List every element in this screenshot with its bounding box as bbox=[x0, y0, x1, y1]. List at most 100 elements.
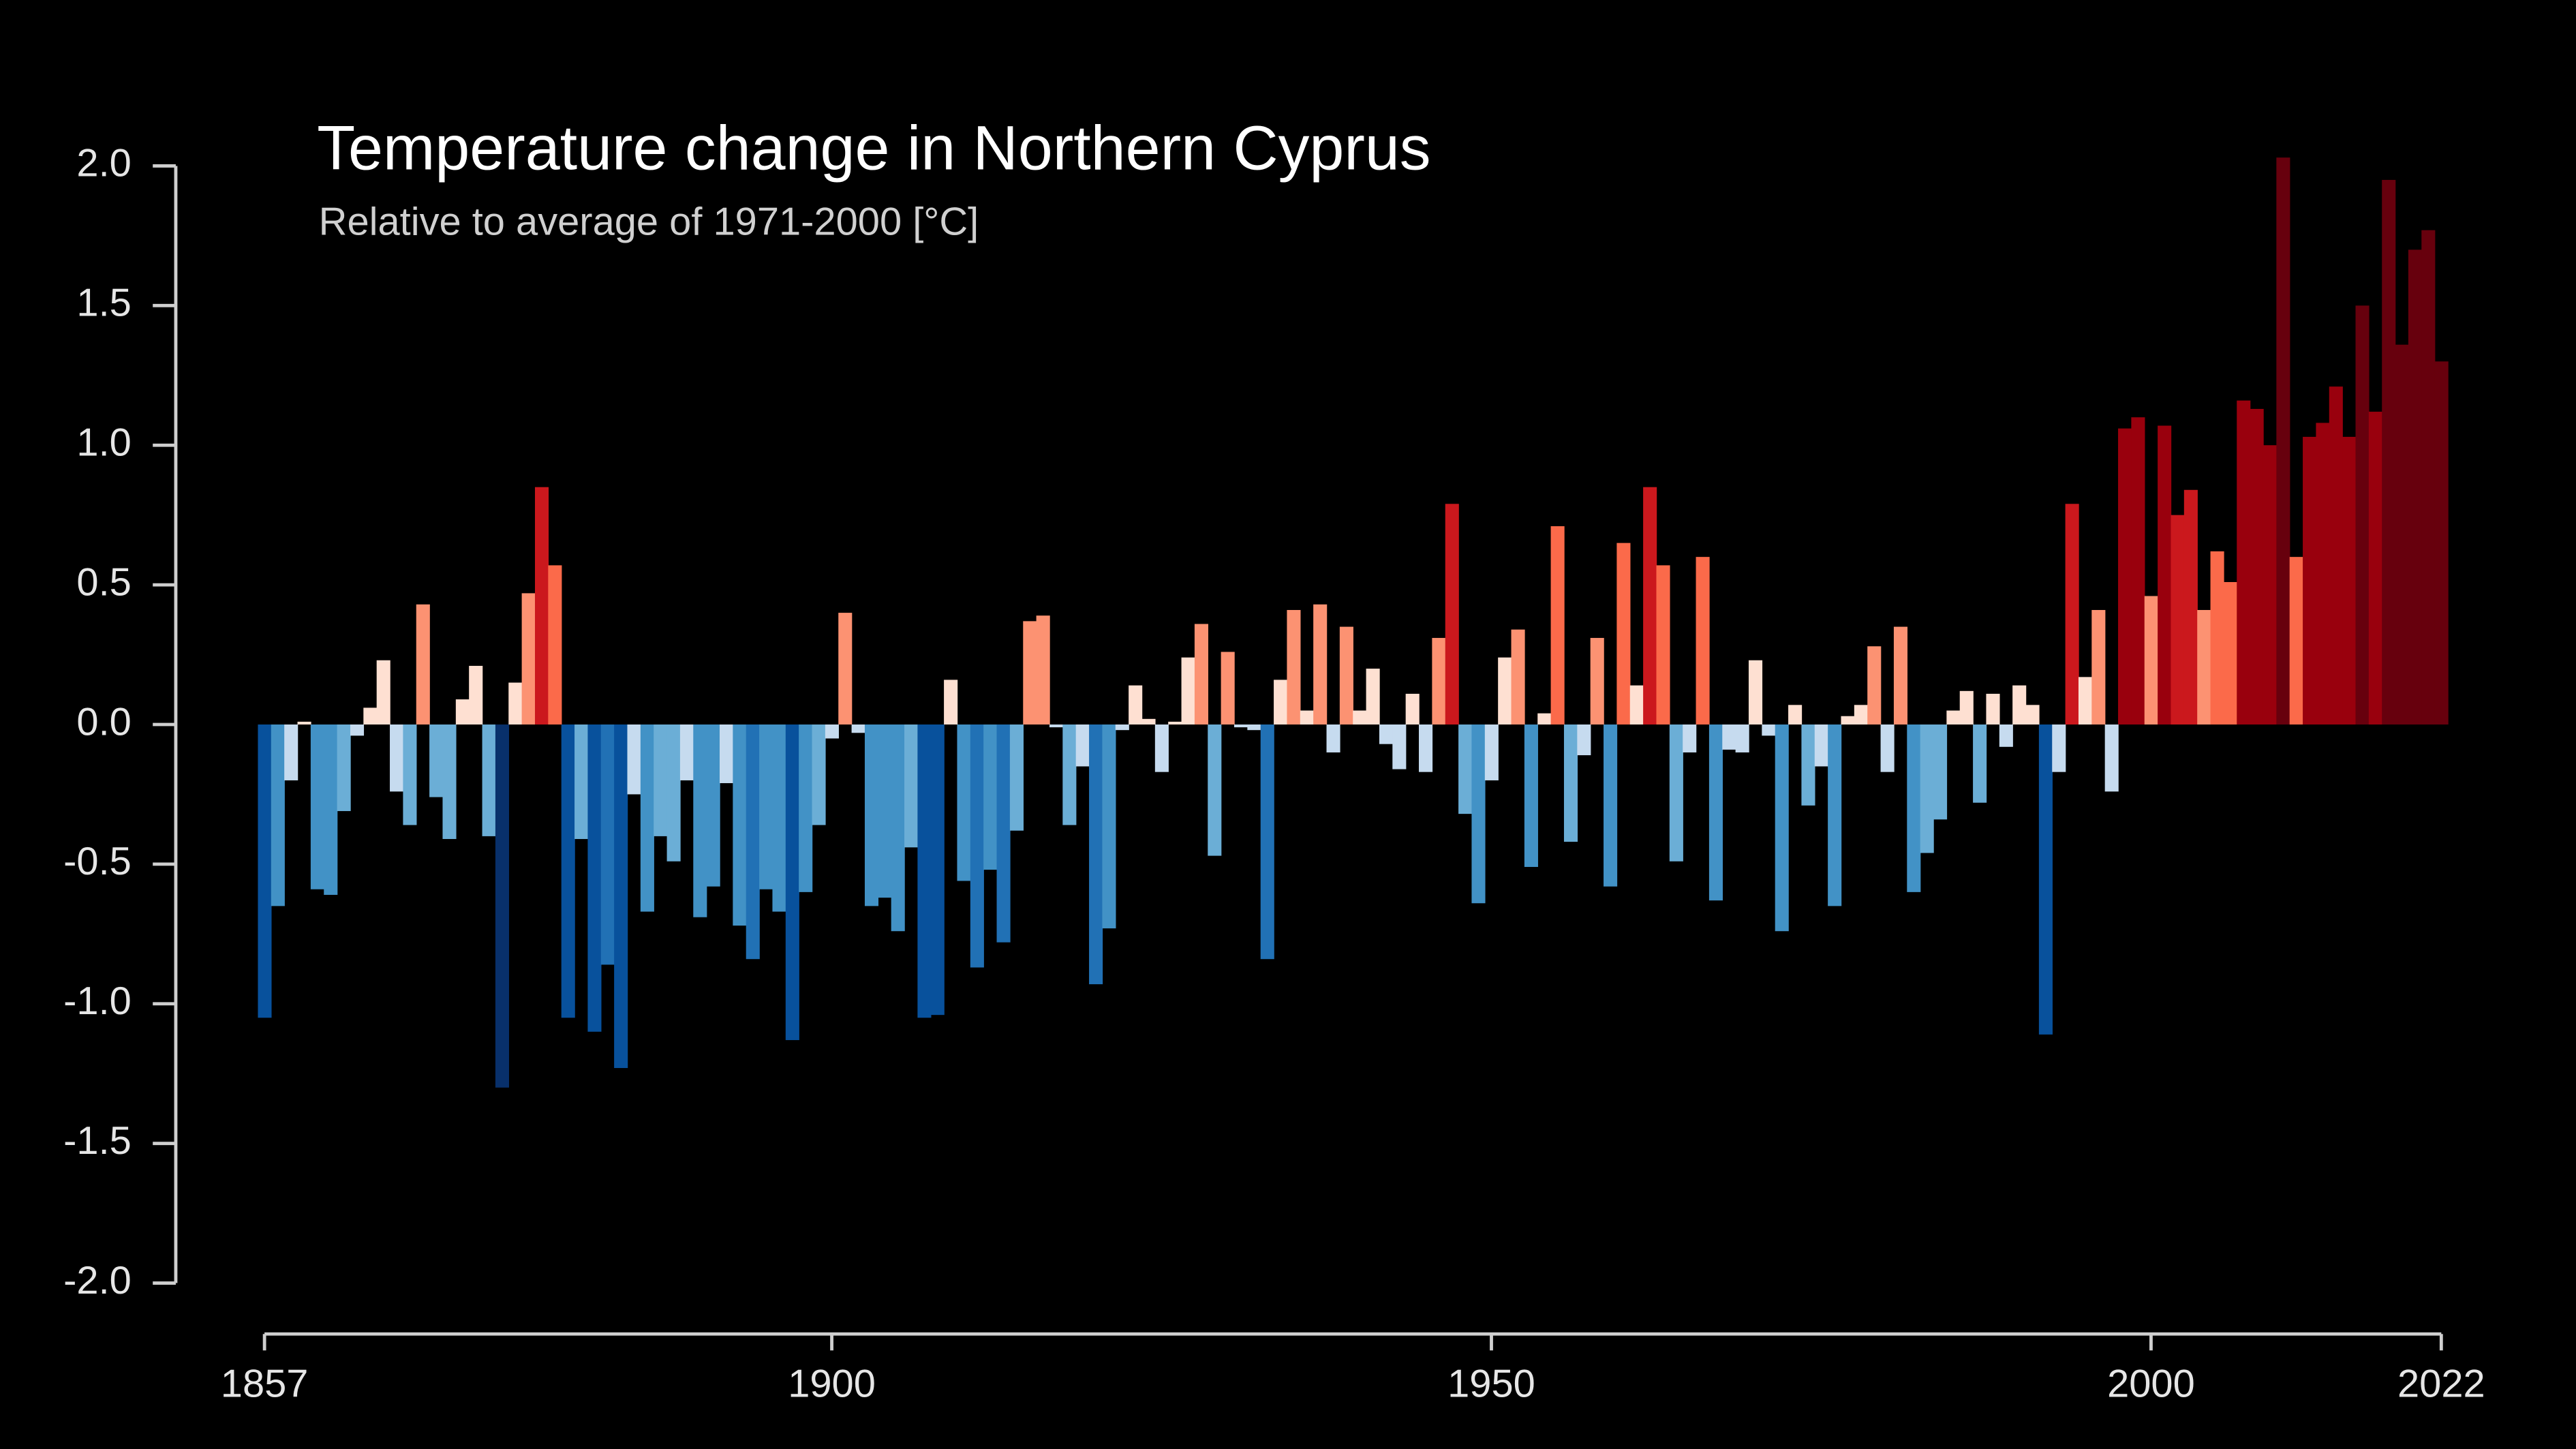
bar bbox=[1432, 637, 1446, 724]
bar bbox=[746, 724, 760, 960]
bar bbox=[996, 724, 1011, 943]
bar bbox=[2329, 386, 2343, 724]
bar bbox=[799, 724, 813, 892]
y-tick-label: -0.5 bbox=[63, 840, 132, 883]
bar bbox=[2078, 677, 2093, 724]
bar bbox=[1841, 716, 1855, 724]
bar bbox=[970, 724, 984, 968]
bar bbox=[2316, 423, 2330, 724]
bar bbox=[772, 724, 786, 912]
bar bbox=[1023, 621, 1037, 724]
bar bbox=[1247, 724, 1261, 731]
bar bbox=[2131, 417, 2145, 724]
bar bbox=[1484, 724, 1499, 780]
bar bbox=[600, 724, 615, 965]
bar bbox=[904, 724, 919, 848]
bar bbox=[324, 724, 338, 895]
bar bbox=[1498, 657, 1512, 724]
bar bbox=[521, 593, 536, 724]
bar bbox=[1696, 557, 1710, 724]
bar bbox=[587, 724, 602, 1032]
bar bbox=[258, 724, 272, 1018]
bar bbox=[1907, 724, 1921, 892]
bar bbox=[1708, 724, 1723, 901]
bars bbox=[258, 157, 2449, 1088]
y-tick-label: 1.5 bbox=[76, 281, 131, 325]
bar bbox=[363, 707, 378, 724]
y-tick-label: 2.0 bbox=[76, 142, 131, 185]
bar bbox=[561, 724, 575, 1018]
bar bbox=[1141, 718, 1156, 724]
bar bbox=[2382, 179, 2396, 725]
bar bbox=[2250, 408, 2264, 724]
bar bbox=[1828, 724, 1842, 906]
bar bbox=[1537, 713, 1552, 724]
y-tick-label: 0.0 bbox=[76, 700, 131, 744]
bar bbox=[1946, 710, 1961, 724]
bar bbox=[442, 724, 457, 840]
bar bbox=[2210, 551, 2224, 724]
bar bbox=[1893, 626, 1908, 724]
bar bbox=[350, 724, 365, 736]
bar bbox=[2421, 230, 2436, 724]
bar bbox=[838, 613, 853, 724]
chart-subtitle: Relative to average of 1971-2000 [°C] bbox=[319, 200, 979, 244]
bar bbox=[1233, 724, 1248, 728]
bar bbox=[482, 724, 496, 836]
bar bbox=[548, 565, 562, 724]
bar bbox=[2025, 705, 2040, 724]
bar bbox=[1959, 690, 1974, 724]
bar bbox=[1748, 660, 1763, 724]
bar bbox=[1471, 724, 1486, 904]
bar bbox=[1208, 724, 1222, 856]
bar bbox=[1788, 705, 1803, 724]
bar bbox=[2263, 445, 2278, 724]
bar bbox=[1986, 693, 2000, 724]
bar bbox=[851, 724, 865, 733]
bar bbox=[720, 724, 734, 784]
x-tick-label: 1900 bbox=[788, 1362, 876, 1406]
bar bbox=[1115, 724, 1129, 731]
chart-title: Temperature change in Northern Cyprus bbox=[317, 113, 1430, 183]
x-tick-label: 1950 bbox=[1447, 1362, 1535, 1406]
bar bbox=[2052, 724, 2066, 772]
bar bbox=[2038, 724, 2053, 1035]
bar bbox=[1274, 680, 1288, 724]
x-tick-label: 2000 bbox=[2107, 1362, 2195, 1406]
bar bbox=[1392, 724, 1407, 769]
bar bbox=[1458, 724, 1473, 814]
bar bbox=[1049, 724, 1064, 728]
bar bbox=[1735, 724, 1749, 752]
bar bbox=[1405, 693, 1420, 724]
bar bbox=[2183, 489, 2198, 724]
bar bbox=[416, 604, 430, 724]
bar bbox=[1102, 724, 1116, 929]
bar bbox=[693, 724, 707, 917]
bar bbox=[1260, 724, 1274, 960]
bar bbox=[812, 724, 826, 825]
bar bbox=[1154, 724, 1169, 772]
bar bbox=[825, 724, 839, 739]
bar bbox=[2342, 436, 2357, 724]
bar bbox=[2303, 436, 2317, 724]
y-tick-label: -2.0 bbox=[63, 1259, 132, 1302]
bar bbox=[930, 724, 945, 1016]
bar bbox=[574, 724, 589, 840]
bar bbox=[1801, 724, 1815, 806]
bar bbox=[1062, 724, 1077, 825]
x-tick-label: 1857 bbox=[221, 1362, 309, 1406]
bar bbox=[297, 721, 311, 724]
bar bbox=[1129, 685, 1143, 724]
bar bbox=[1221, 652, 1235, 724]
bar bbox=[403, 724, 417, 825]
bar bbox=[2118, 428, 2132, 724]
bar bbox=[1656, 565, 1670, 724]
bar bbox=[1445, 504, 1459, 724]
bar bbox=[654, 724, 668, 836]
bar bbox=[640, 724, 654, 912]
bar bbox=[706, 724, 720, 887]
bar bbox=[1577, 724, 1591, 756]
bar bbox=[1524, 724, 1538, 867]
bar bbox=[1973, 724, 1987, 803]
